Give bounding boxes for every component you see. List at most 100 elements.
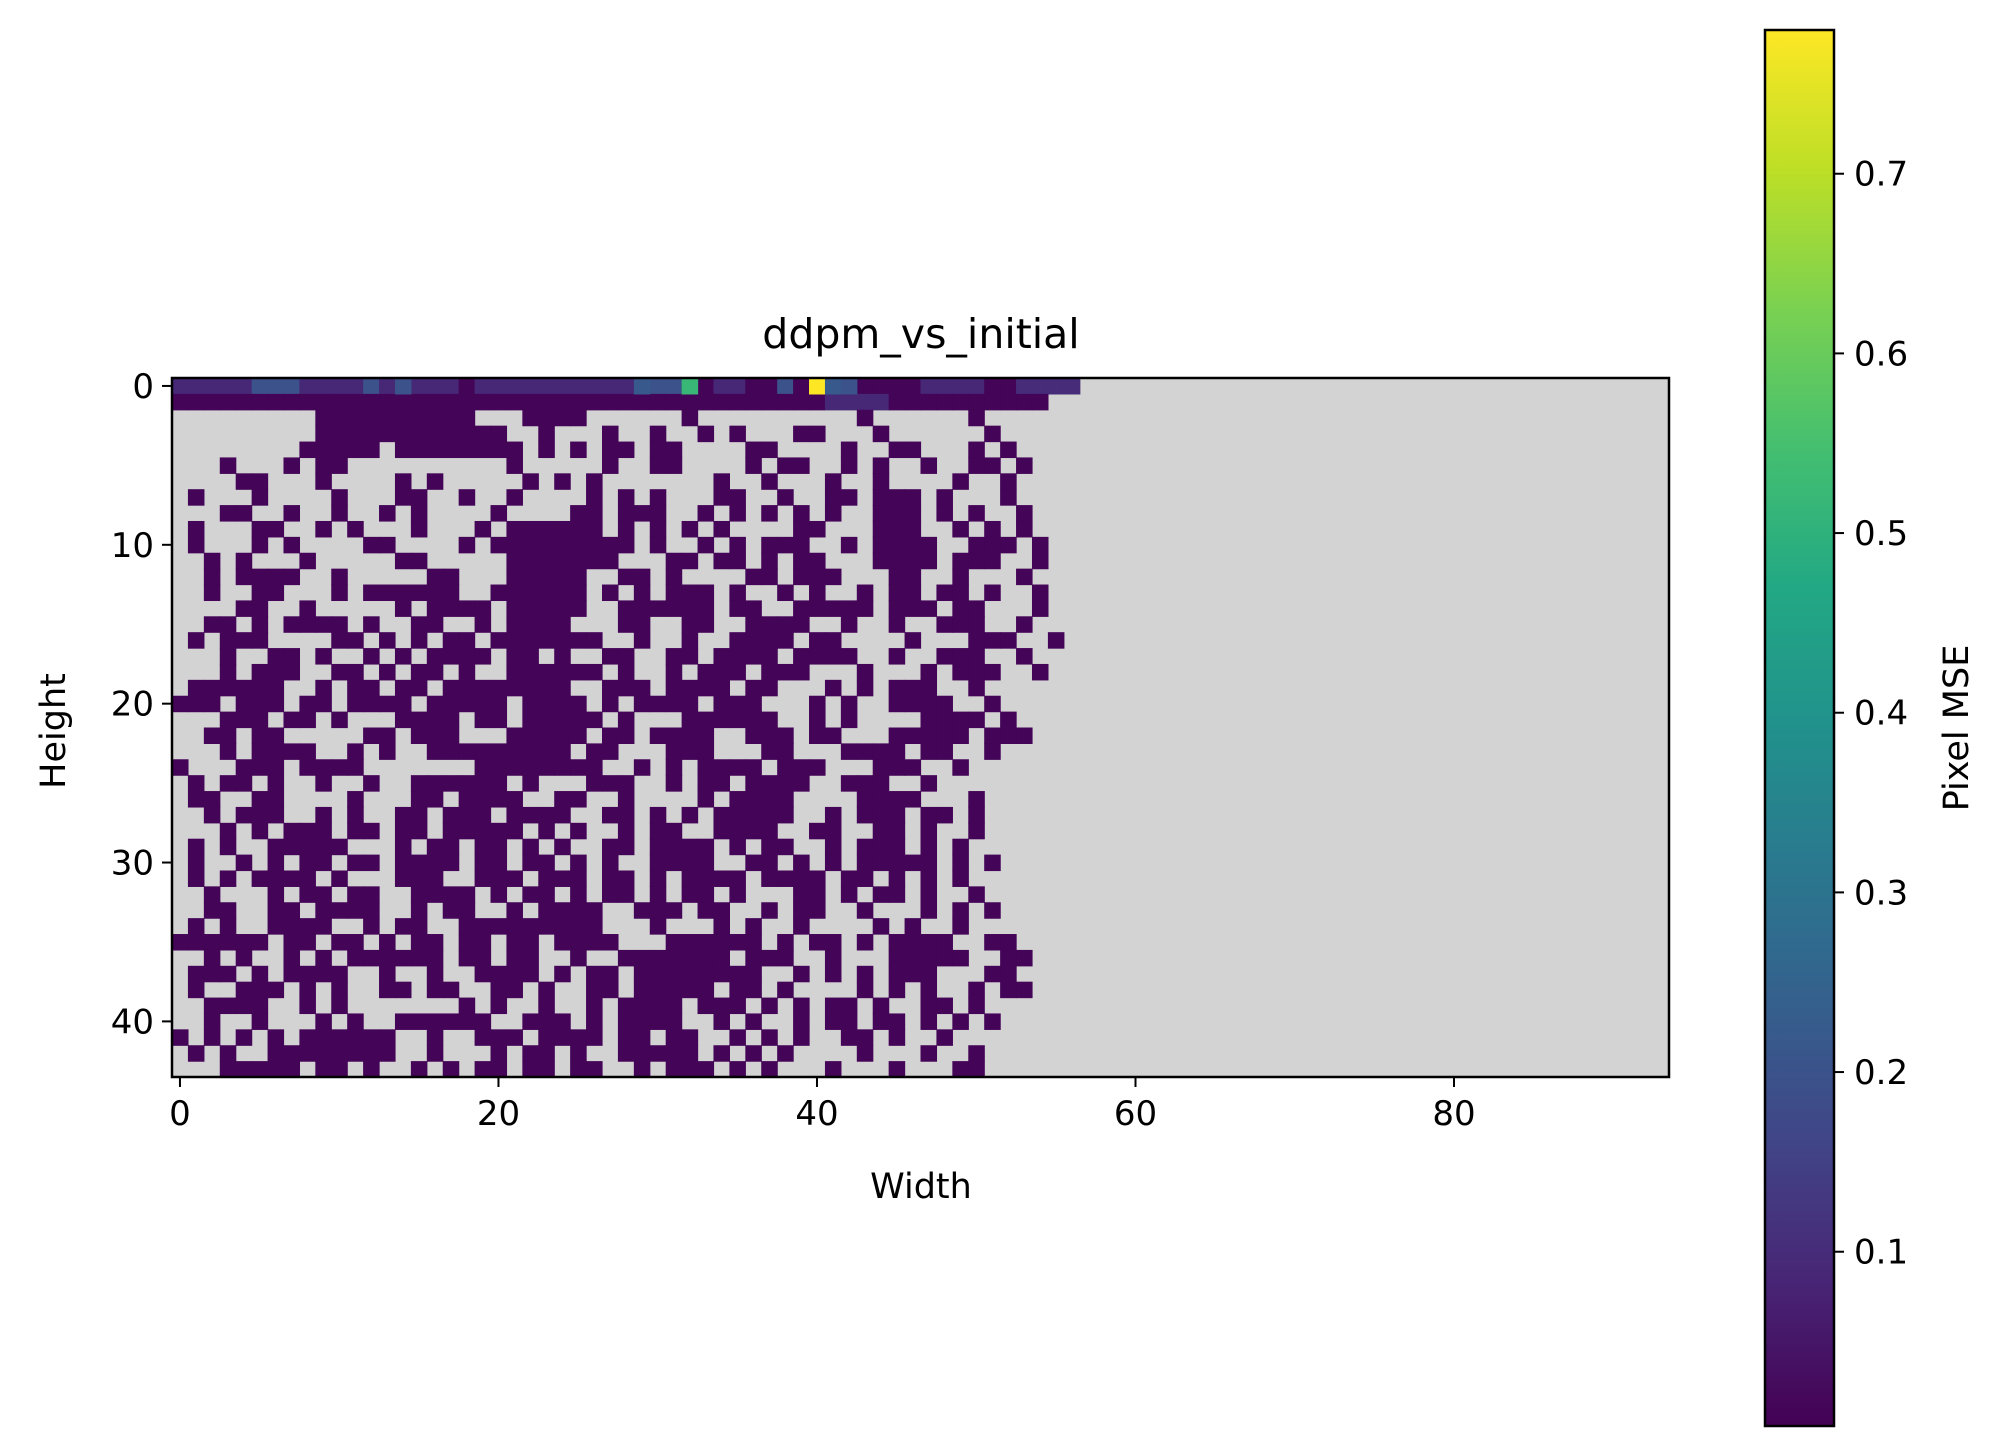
heatmap-cell xyxy=(824,1061,842,1078)
heatmap-cell xyxy=(283,616,301,633)
heatmap-cell xyxy=(952,520,969,538)
heatmap-cell xyxy=(331,568,348,586)
heatmap-cell xyxy=(729,695,746,713)
heatmap-cell xyxy=(490,870,508,887)
heatmap-cell xyxy=(554,759,571,776)
heatmap-cell xyxy=(394,584,412,602)
heatmap-cell xyxy=(586,520,603,538)
heatmap-cell xyxy=(570,632,587,649)
heatmap-cell xyxy=(235,378,253,395)
heatmap-cell xyxy=(633,902,651,919)
heatmap-cell xyxy=(267,663,285,681)
heatmap-cell xyxy=(713,695,730,713)
heatmap-cell xyxy=(235,505,253,522)
heatmap-cell xyxy=(809,520,826,538)
heatmap-cell xyxy=(506,568,523,586)
heatmap-cell xyxy=(824,568,842,586)
heatmap-cell xyxy=(474,711,492,729)
heatmap-cell xyxy=(251,584,269,602)
heatmap-cell xyxy=(1000,727,1017,744)
heatmap-cell-highlight xyxy=(824,378,842,395)
heatmap-cell xyxy=(617,886,635,903)
heatmap-cell xyxy=(809,648,826,665)
heatmap-cell xyxy=(426,425,444,443)
heatmap-cell xyxy=(729,584,746,602)
heatmap-cell xyxy=(187,981,205,999)
heatmap-cell xyxy=(331,902,348,919)
heatmap-cell xyxy=(331,870,348,887)
heatmap-cell xyxy=(426,727,444,744)
heatmap-cell xyxy=(506,632,523,649)
heatmap-cell xyxy=(219,616,237,633)
heatmap-cell xyxy=(601,425,619,443)
heatmap-cell xyxy=(570,1029,587,1046)
heatmap-cell xyxy=(219,648,237,665)
heatmap-cell xyxy=(761,949,778,967)
heatmap-cell xyxy=(968,409,985,427)
heatmap-cell xyxy=(920,775,938,792)
heatmap-cell xyxy=(538,822,555,840)
heatmap-cell xyxy=(681,393,699,411)
heatmap-cell xyxy=(331,1045,348,1062)
heatmap-cell xyxy=(251,536,269,554)
heatmap-cell xyxy=(315,759,332,776)
heatmap-cell xyxy=(554,378,571,395)
heatmap-cell xyxy=(777,870,794,887)
heatmap-cell xyxy=(968,536,985,554)
heatmap-cell xyxy=(474,520,492,538)
heatmap-cell xyxy=(681,695,699,713)
heatmap-cell xyxy=(888,568,906,586)
heatmap-cell xyxy=(952,854,969,872)
heatmap-cell xyxy=(331,409,348,427)
heatmap-cell xyxy=(904,918,922,935)
heatmap-cell xyxy=(793,997,810,1015)
heatmap-cell xyxy=(809,568,826,586)
heatmap-cell xyxy=(665,775,683,792)
heatmap-cell xyxy=(506,600,523,617)
heatmap-cell xyxy=(426,981,444,999)
heatmap-cell xyxy=(235,473,253,490)
heatmap-cell xyxy=(315,679,332,697)
heatmap-cell xyxy=(601,854,619,872)
heatmap-cell xyxy=(968,679,985,697)
heatmap-cell xyxy=(617,505,635,522)
heatmap-cell xyxy=(347,409,364,427)
heatmap-cell xyxy=(809,759,826,776)
heatmap-cell xyxy=(315,1013,332,1030)
heatmap-cell xyxy=(570,1045,587,1062)
heatmap-cell xyxy=(283,870,301,887)
heatmap-cell xyxy=(968,886,985,903)
heatmap-cell xyxy=(554,632,571,649)
heatmap-cell xyxy=(570,584,587,602)
heatmap-cell xyxy=(331,981,348,999)
heatmap-cell xyxy=(904,600,922,617)
heatmap-cell xyxy=(410,822,428,840)
heatmap-cell xyxy=(426,695,444,713)
heatmap-cell xyxy=(856,1029,874,1046)
heatmap-cell xyxy=(617,838,635,856)
heatmap-cell xyxy=(729,489,746,506)
heatmap-cell xyxy=(745,806,762,824)
heatmap-cell xyxy=(713,1045,730,1062)
heatmap-cell xyxy=(219,902,237,919)
heatmap-cell xyxy=(331,632,348,649)
heatmap-cell-highlight xyxy=(681,378,699,395)
heatmap-cell xyxy=(793,457,810,474)
heatmap-cell xyxy=(888,791,906,808)
heatmap-cell xyxy=(363,727,380,744)
heatmap-cell xyxy=(984,552,1001,570)
heatmap-cell xyxy=(315,806,332,824)
heatmap-cell xyxy=(665,441,683,459)
heatmap-cell xyxy=(761,648,778,665)
heatmap-cell xyxy=(777,663,794,681)
heatmap-cell xyxy=(809,584,826,602)
heatmap-cell xyxy=(570,663,587,681)
heatmap-cell xyxy=(856,934,874,951)
heatmap-cell xyxy=(394,489,412,506)
heatmap-cell xyxy=(617,378,635,395)
heatmap-cell xyxy=(888,378,906,395)
heatmap-cell xyxy=(856,409,874,427)
heatmap-cell xyxy=(936,648,953,665)
heatmap-cell xyxy=(235,759,253,776)
heatmap-cell xyxy=(251,489,269,506)
